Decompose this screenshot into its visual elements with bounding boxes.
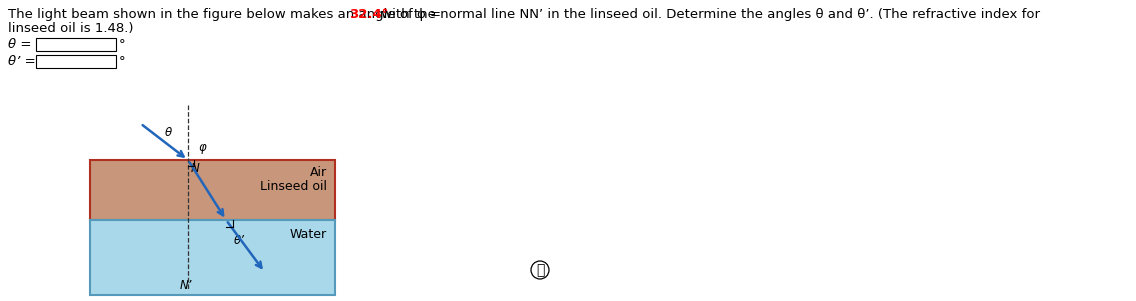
- Text: 32.4°: 32.4°: [350, 8, 389, 21]
- Bar: [90, 220, 335, 295]
- Text: °: °: [119, 38, 126, 51]
- Text: Water: Water: [290, 228, 327, 241]
- Text: N’: N’: [179, 279, 192, 292]
- Circle shape: [531, 261, 549, 279]
- Bar: [90, 160, 335, 220]
- Text: θ’ =: θ’ =: [8, 55, 35, 68]
- Text: °: °: [119, 55, 126, 68]
- Text: θ =: θ =: [8, 38, 32, 51]
- Text: N: N: [191, 162, 200, 175]
- Bar: [36, 38, 116, 51]
- Text: The light beam shown in the figure below makes an angle of φ =: The light beam shown in the figure below…: [8, 8, 445, 21]
- Text: φ: φ: [198, 141, 206, 154]
- Text: ⓘ: ⓘ: [536, 263, 544, 277]
- Text: θ’: θ’: [234, 234, 244, 247]
- Text: Air: Air: [310, 166, 327, 179]
- Text: with the normal line NN’ in the linseed oil. Determine the angles θ and θ’. (The: with the normal line NN’ in the linseed …: [376, 8, 1039, 21]
- Text: Linseed oil: Linseed oil: [260, 180, 327, 193]
- Text: θ: θ: [165, 126, 172, 138]
- Text: linseed oil is 1.48.): linseed oil is 1.48.): [8, 22, 134, 35]
- Bar: [36, 55, 116, 68]
